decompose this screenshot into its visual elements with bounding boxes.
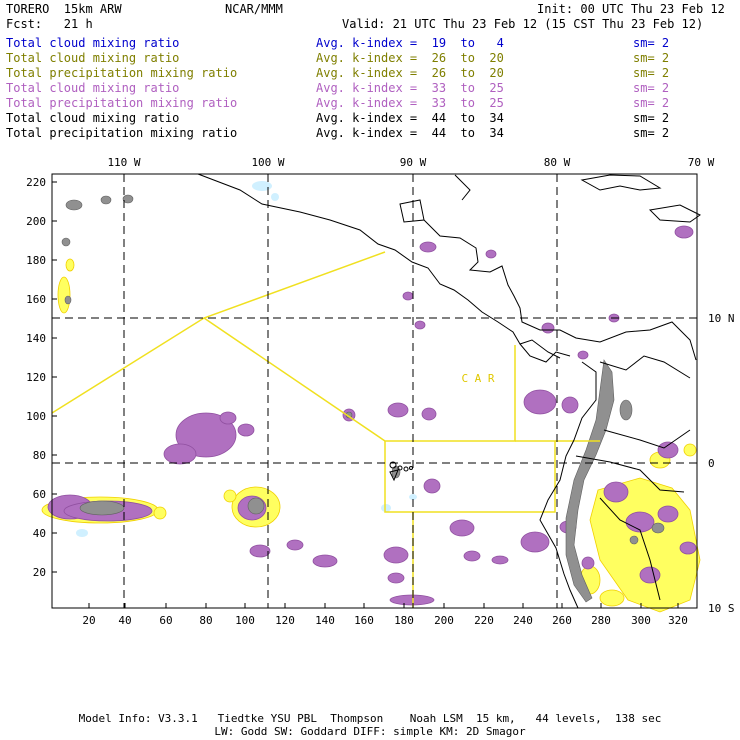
plot-frame — [51, 173, 698, 609]
y-tick-label: 200 — [26, 215, 46, 228]
field-name: Total precipitation mixing ratio — [6, 66, 238, 80]
x-tick-label: 120 — [275, 614, 295, 627]
lat-label: 10 N — [708, 312, 735, 325]
x-tick-label: 180 — [394, 614, 414, 627]
x-tick-label: 100 — [235, 614, 255, 627]
x-tick-label: 20 — [82, 614, 95, 627]
x-tick-label: 80 — [199, 614, 212, 627]
field-row: Total cloud mixing ratio Avg. k-index = … — [6, 81, 736, 96]
field-smoothing: sm= 2 — [633, 51, 670, 65]
y-tick-label: 100 — [26, 410, 46, 423]
field-row: Total precipitation mixing ratio Avg. k-… — [6, 126, 736, 141]
purple-cloud-areas — [47, 225, 697, 606]
field-row: Total precipitation mixing ratio Avg. k-… — [6, 96, 736, 111]
lat-label: 10 S — [708, 602, 735, 615]
lon-label: 80 W — [544, 156, 571, 169]
physics-info: LW: Godd SW: Goddard DIFF: simple KM: 2D… — [214, 725, 526, 738]
x-tick-label: 140 — [315, 614, 335, 627]
y-tick-label: 180 — [26, 254, 46, 267]
light-blue-cloud-patches — [76, 181, 417, 537]
longitude-labels: 110 W 100 W 90 W 80 W 70 W — [107, 156, 714, 169]
field-k-index: Avg. k-index = 19 to 4 — [316, 36, 504, 50]
lat-label: 0 — [708, 457, 715, 470]
field-name: Total precipitation mixing ratio — [6, 126, 238, 140]
x-tick-label: 260 — [552, 614, 572, 627]
field-smoothing: sm= 2 — [633, 36, 670, 50]
field-smoothing: sm= 2 — [633, 126, 670, 140]
x-tick-label: 280 — [591, 614, 611, 627]
field-k-index: Avg. k-index = 26 to 20 — [316, 51, 504, 65]
valid-time: Valid: 21 UTC Thu 23 Feb 12 (15 CST Thu … — [342, 17, 704, 31]
field-k-index: Avg. k-index = 44 to 34 — [316, 111, 504, 125]
field-k-index: Avg. k-index = 44 to 34 — [316, 126, 504, 140]
field-k-index: Avg. k-index = 26 to 20 — [316, 66, 504, 80]
x-tick-label: 60 — [159, 614, 172, 627]
field-name: Total cloud mixing ratio — [6, 36, 180, 50]
y-tick-label: 120 — [26, 371, 46, 384]
field-name: Total cloud mixing ratio — [6, 81, 180, 95]
field-row: Total cloud mixing ratio Avg. k-index = … — [6, 36, 736, 51]
lon-label: 110 W — [107, 156, 140, 169]
field-row: Total cloud mixing ratio Avg. k-index = … — [6, 111, 736, 126]
field-row: Total precipitation mixing ratio Avg. k-… — [6, 66, 736, 81]
y-tick-label: 220 — [26, 176, 46, 189]
y-tick-label: 40 — [33, 527, 46, 540]
x-tick-label: 320 — [668, 614, 688, 627]
x-tick-label: 220 — [474, 614, 494, 627]
latitude-labels: 10 N 0 10 S — [708, 312, 735, 615]
gray-cloud-cores — [61, 194, 665, 603]
field-k-index: Avg. k-index = 33 to 25 — [316, 96, 504, 110]
x-tick-label: 240 — [513, 614, 533, 627]
field-smoothing: sm= 2 — [633, 96, 670, 110]
coastlines — [197, 173, 701, 609]
field-row: Total cloud mixing ratio Avg. k-index = … — [6, 51, 736, 66]
y-tick-label: 60 — [33, 488, 46, 501]
lon-label: 100 W — [251, 156, 284, 169]
y-tick-label: 160 — [26, 293, 46, 306]
y-axis: 220 200 180 160 140 120 100 80 60 40 20 — [26, 176, 57, 579]
yellow-boundaries — [51, 251, 600, 608]
x-tick-label: 300 — [631, 614, 651, 627]
model-title: TORERO 15km ARW — [6, 2, 122, 16]
field-smoothing: sm= 2 — [633, 111, 670, 125]
lon-label: 90 W — [400, 156, 427, 169]
y-tick-label: 140 — [26, 332, 46, 345]
lon-label: 70 W — [688, 156, 715, 169]
region-label: C A R — [461, 372, 494, 385]
lat-lon-grid — [52, 174, 697, 608]
model-info: Model Info: V3.3.1 Tiedtke YSU PBL Thomp… — [78, 712, 662, 725]
field-k-index: Avg. k-index = 33 to 25 — [316, 81, 504, 95]
x-tick-label: 200 — [434, 614, 454, 627]
y-tick-label: 80 — [33, 449, 46, 462]
forecast-hour: Fcst: 21 h — [6, 17, 93, 31]
field-name: Total precipitation mixing ratio — [6, 96, 238, 110]
org-label: NCAR/MMM — [225, 2, 283, 16]
field-name: Total cloud mixing ratio — [6, 111, 180, 125]
y-tick-label: 20 — [33, 566, 46, 579]
x-axis: 20 40 60 80 100 120 140 160 180 200 220 … — [82, 603, 688, 627]
field-name: Total cloud mixing ratio — [6, 51, 180, 65]
x-tick-label: 160 — [354, 614, 374, 627]
init-time: Init: 00 UTC Thu 23 Feb 12 — [537, 2, 725, 16]
field-smoothing: sm= 2 — [633, 81, 670, 95]
x-tick-label: 40 — [118, 614, 131, 627]
field-smoothing: sm= 2 — [633, 66, 670, 80]
